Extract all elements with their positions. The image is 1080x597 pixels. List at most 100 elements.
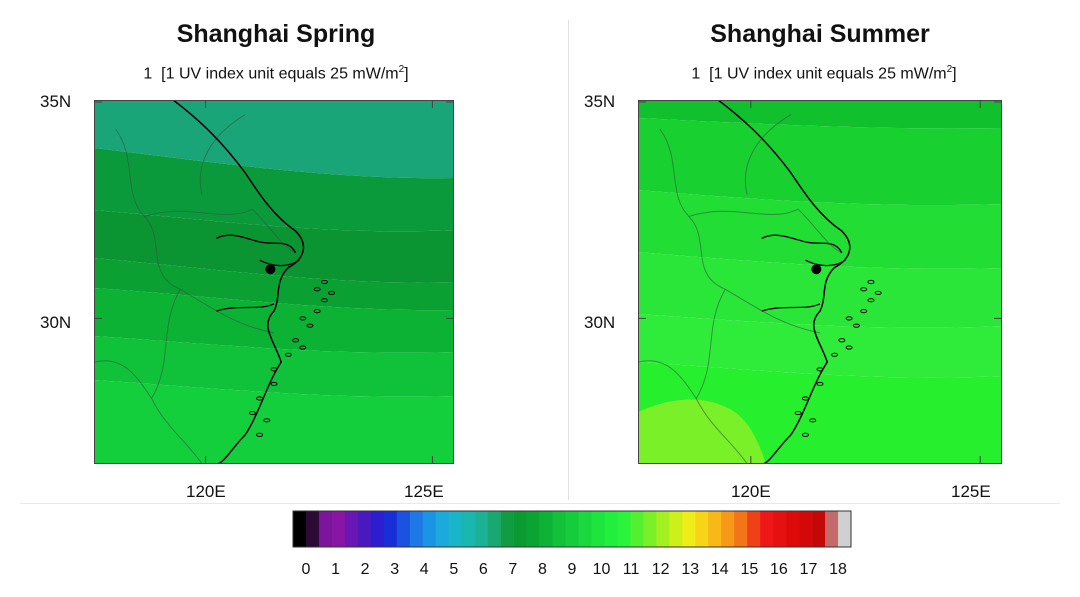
subtitle-close: ]: [952, 65, 957, 83]
colorbar-swatch-42: [838, 511, 852, 547]
island-spring-1: [306, 323, 314, 328]
colorbar-label-1: 1: [331, 561, 340, 578]
lon-label-125e-summer: 125E: [951, 482, 991, 501]
map-frame-spring: [94, 100, 454, 464]
island-summer-15: [801, 432, 809, 437]
island-summer-5: [838, 338, 846, 343]
colorbar-swatch-26: [630, 511, 644, 547]
uv-band-spring-4: [94, 288, 454, 353]
colorbar-swatch-40: [812, 511, 826, 547]
colorbar-swatch-3: [331, 511, 346, 547]
subtitle-lead: 1: [143, 65, 153, 83]
colorbar-swatch-16: [500, 511, 514, 547]
uv-map-spring: [94, 100, 454, 464]
colorbar-swatch-9: [409, 511, 424, 547]
colorbar-swatch-29: [669, 511, 683, 547]
panel-subtitle-summer: 1 [1 UV index unit equals 25 mW/m2]: [584, 64, 1064, 83]
colorbar-frame: [292, 510, 852, 548]
colorbar-label-10: 10: [593, 561, 611, 578]
colorbar-swatch-15: [487, 511, 501, 547]
lat-label-35n-summer: 35N: [584, 92, 616, 111]
colorbar-swatch-0: [293, 511, 307, 547]
colorbar-swatch-38: [786, 511, 800, 547]
province-border-spring-1: [144, 208, 296, 254]
colorbar-label-7: 7: [508, 561, 517, 578]
colorbar-swatch-5: [357, 511, 372, 547]
island-summer-13: [860, 287, 868, 292]
panel-title-spring: Shanghai Spring: [176, 20, 376, 48]
colorbar-swatch-6: [370, 511, 385, 547]
island-summer-10: [801, 396, 809, 401]
colorbar-swatch-20: [552, 511, 566, 547]
colorbar-swatch-19: [539, 511, 553, 547]
bay-spring: [216, 303, 275, 312]
colorbar-swatch-21: [565, 511, 579, 547]
province-border-summer-4: [638, 360, 697, 399]
colorbar-swatch-41: [825, 511, 839, 547]
island-spring-15: [256, 432, 264, 437]
island-summer-11: [794, 410, 802, 416]
uv-band-spring-6: [94, 380, 454, 464]
lon-label-120e-summer: 120E: [731, 482, 771, 501]
colorbar-swatch-24: [604, 511, 618, 547]
province-border-summer-5: [744, 114, 792, 195]
colorbar-swatch-22: [578, 511, 592, 547]
colorbar-swatch-12: [448, 511, 462, 547]
island-spring-14: [320, 279, 328, 285]
colorbar-swatch-36: [760, 511, 774, 547]
island-spring-6: [284, 352, 292, 357]
island-summer-0: [845, 316, 853, 321]
river-summer: [761, 234, 843, 254]
colorbar-label-8: 8: [538, 561, 547, 578]
colorbar-label-16: 16: [770, 561, 788, 578]
subtitle-text: [1 UV index unit equals 25 mW/m: [161, 65, 399, 83]
island-spring-3: [320, 298, 328, 303]
colorbar-swatch-7: [383, 511, 398, 547]
uv-band-spring-1: [94, 148, 454, 232]
colorbar-swatch-39: [799, 511, 813, 547]
colorbar-swatch-35: [747, 511, 761, 547]
island-spring-5: [292, 338, 300, 343]
island-summer-1: [852, 323, 860, 328]
island-summer-8: [816, 367, 824, 372]
colorbar-swatch-4: [344, 511, 359, 547]
island-spring-13: [313, 287, 321, 292]
island-summer-12: [809, 418, 817, 423]
lat-label-30n-summer: 30N: [584, 313, 616, 332]
island-summer-7: [845, 345, 853, 350]
colorbar-swatch-31: [695, 511, 709, 547]
estuary-spring: [259, 259, 300, 267]
colorbar-label-0: 0: [302, 561, 311, 578]
province-border-summer-1: [688, 208, 843, 254]
colorbar-label-12: 12: [652, 561, 670, 578]
uv-band-spring-5: [94, 336, 454, 397]
colorbar-label-3: 3: [390, 561, 399, 578]
island-spring-12: [263, 418, 271, 423]
shanghai-marker-spring: [265, 264, 276, 275]
island-summer-4: [874, 290, 882, 296]
lon-label-125e-spring: 125E: [404, 482, 444, 501]
colorbar-swatch-28: [656, 511, 670, 547]
uv-band-summer-0: [638, 100, 1002, 129]
bay-summer: [761, 303, 821, 312]
colorbar-swatch-10: [422, 511, 437, 547]
river-spring: [216, 234, 297, 254]
subtitle-sup: 2: [946, 64, 953, 75]
colorbar-swatch-17: [513, 511, 527, 547]
panel-divider: [568, 20, 569, 500]
colorbar-divider: [20, 503, 1060, 504]
island-summer-9: [816, 381, 824, 387]
island-spring-10: [256, 396, 264, 401]
subtitle-lead: 1: [691, 65, 701, 83]
colorbar-swatch-18: [526, 511, 540, 547]
colorbar-swatch-2: [318, 511, 333, 547]
colorbar-label-14: 14: [711, 561, 729, 578]
colorbar-swatch-30: [682, 511, 696, 547]
colorbar-label-6: 6: [479, 561, 488, 578]
subtitle-close: ]: [404, 65, 409, 83]
island-spring-7: [299, 345, 307, 350]
panel-title-summer: Shanghai Summer: [710, 20, 930, 48]
colorbar-label-9: 9: [568, 561, 577, 578]
island-summer-2: [860, 309, 868, 314]
